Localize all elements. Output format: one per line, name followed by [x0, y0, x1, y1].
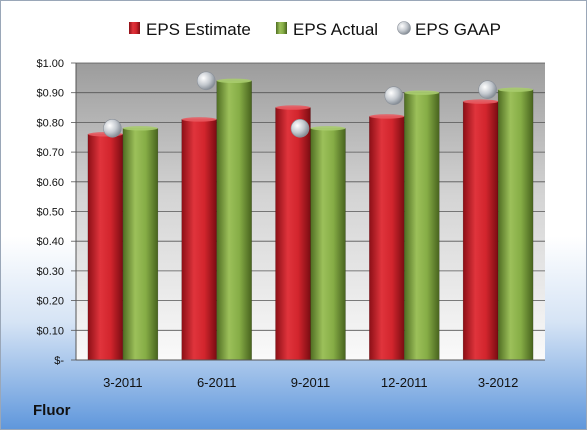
bar-top-cap — [181, 117, 217, 122]
marker-eps-gaap — [196, 71, 216, 91]
x-tick-label: 9-2011 — [291, 375, 331, 390]
x-tick-label: 3-2011 — [103, 375, 143, 390]
bar-top-cap — [498, 87, 534, 92]
y-tick-label: $0.20 — [36, 296, 64, 308]
y-tick-label: $0.40 — [36, 236, 64, 248]
y-tick-label: $0.10 — [36, 325, 64, 337]
axes: $- $0.10 $0.20 $0.30 $0.40 $0.50 $0.60 $0.70 $0.… — [36, 58, 545, 390]
bar-eps-estimate — [181, 119, 217, 361]
y-tick-label: $1.00 — [36, 58, 64, 70]
bar-eps-actual — [216, 80, 252, 361]
x-tick-label: 6-2011 — [197, 375, 237, 390]
bar-eps-estimate — [462, 101, 499, 361]
y-tick-label: $0.90 — [36, 88, 64, 100]
marker-eps-gaap — [290, 119, 310, 138]
bar-eps-actual — [122, 128, 159, 361]
bar-top-cap — [275, 105, 311, 110]
bar-top-cap — [122, 126, 158, 131]
y-tick-label: $0.30 — [36, 266, 64, 278]
y-tick-label: $0.80 — [36, 117, 64, 129]
legend-item: EPS Estimate — [129, 20, 251, 39]
company-name: Fluor — [33, 402, 71, 419]
y-tick-label: $- — [54, 355, 64, 367]
bar-top-cap — [404, 90, 440, 95]
legend-swatch — [129, 22, 140, 34]
legend: EPS Estimate EPS Actual EPS GAAP — [129, 20, 501, 39]
legend-label: EPS GAAP — [415, 20, 501, 39]
legend-swatch — [276, 22, 287, 34]
legend-item: EPS Actual — [276, 20, 378, 39]
legend-item: EPS GAAP — [397, 20, 501, 39]
y-tick-label: $0.70 — [36, 147, 64, 159]
bar-eps-actual — [404, 92, 440, 361]
y-tick-label: $0.60 — [36, 177, 64, 189]
bar-top-cap — [216, 78, 252, 84]
bar-eps-estimate — [369, 116, 405, 361]
marker-eps-gaap — [103, 119, 122, 138]
marker-eps-gaap — [384, 86, 404, 105]
legend-label: EPS Actual — [293, 20, 378, 39]
gaap-markers — [103, 71, 497, 138]
y-tick-label: $0.50 — [36, 207, 64, 219]
bars — [87, 78, 534, 361]
bar-eps-actual — [310, 128, 346, 361]
legend-label: EPS Estimate — [146, 20, 251, 39]
x-tick-label: 12-2011 — [381, 375, 428, 390]
legend-swatch-gaap — [397, 21, 411, 35]
bar-top-cap — [310, 126, 346, 131]
bar-top-cap — [369, 114, 405, 119]
bar-eps-estimate — [275, 107, 311, 361]
marker-eps-gaap — [478, 80, 497, 100]
bar-eps-actual — [497, 89, 534, 361]
bar-top-cap — [463, 99, 499, 104]
bar-eps-estimate — [87, 134, 124, 361]
x-tick-label: 3-2012 — [478, 375, 518, 390]
